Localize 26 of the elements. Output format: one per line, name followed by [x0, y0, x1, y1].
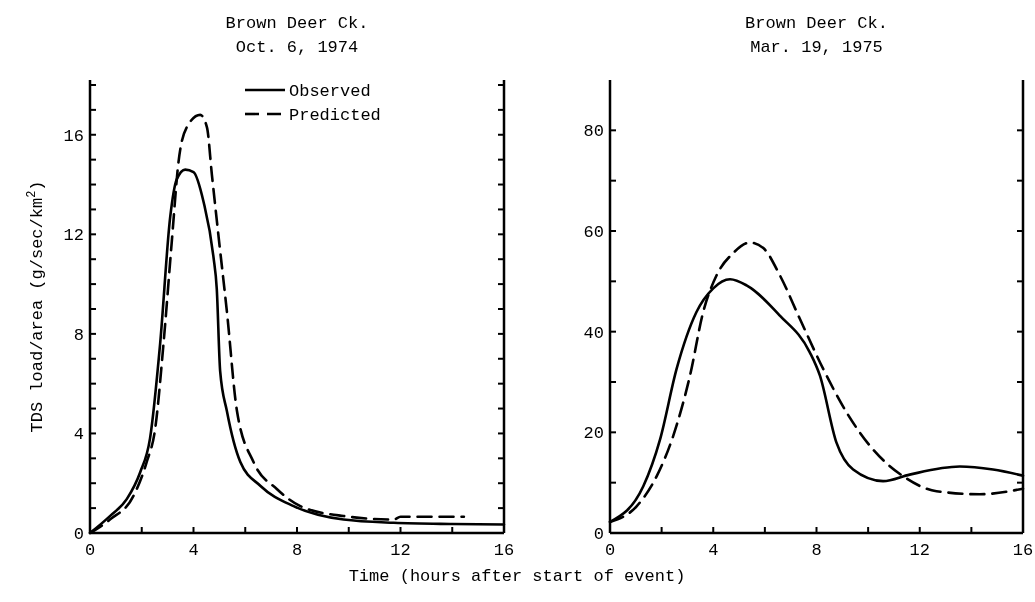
y-tick-label: 12	[63, 226, 84, 246]
x-tick-label: 16	[493, 541, 515, 560]
x-tick-label: 12	[909, 541, 930, 560]
x-tick-label: 8	[811, 541, 822, 560]
y-tick-label: 60	[583, 222, 604, 242]
y-tick-label: 40	[583, 323, 604, 343]
legend-label: Observed	[289, 81, 371, 101]
legend-label: Predicted	[289, 105, 381, 125]
chart-title: Brown Deer Ck.	[225, 14, 369, 33]
y-tick-label: 20	[583, 424, 604, 444]
chart-subtitle: Mar. 19, 1975	[750, 38, 883, 57]
x-tick-label: 0	[604, 541, 616, 560]
y-tick-label: 0	[593, 524, 604, 544]
chart-title: Brown Deer Ck.	[745, 14, 888, 33]
x-tick-label: 4	[708, 541, 719, 560]
y-tick-label: 16	[63, 126, 84, 146]
y-tick-label: 4	[73, 425, 84, 445]
x-tick-label: 8	[291, 541, 303, 560]
y-tick-label: 8	[73, 325, 84, 345]
y-tick-label: 0	[73, 524, 84, 544]
chart-subtitle: Oct. 6, 1974	[235, 38, 359, 57]
x-tick-label: 12	[390, 541, 411, 560]
x-tick-label: 4	[188, 541, 199, 560]
x-axis-title: Time (hours after start of event)	[348, 567, 686, 586]
y-tick-label: 80	[583, 122, 604, 142]
x-tick-label: 16	[1012, 541, 1034, 560]
